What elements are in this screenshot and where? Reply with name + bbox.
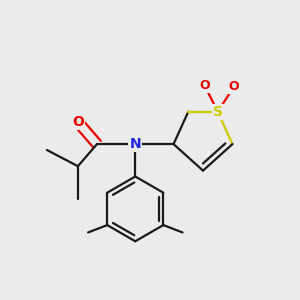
Text: O: O: [72, 115, 84, 129]
Text: N: N: [130, 137, 141, 151]
Text: O: O: [199, 79, 210, 92]
Text: O: O: [229, 80, 239, 93]
Text: S: S: [213, 105, 223, 119]
